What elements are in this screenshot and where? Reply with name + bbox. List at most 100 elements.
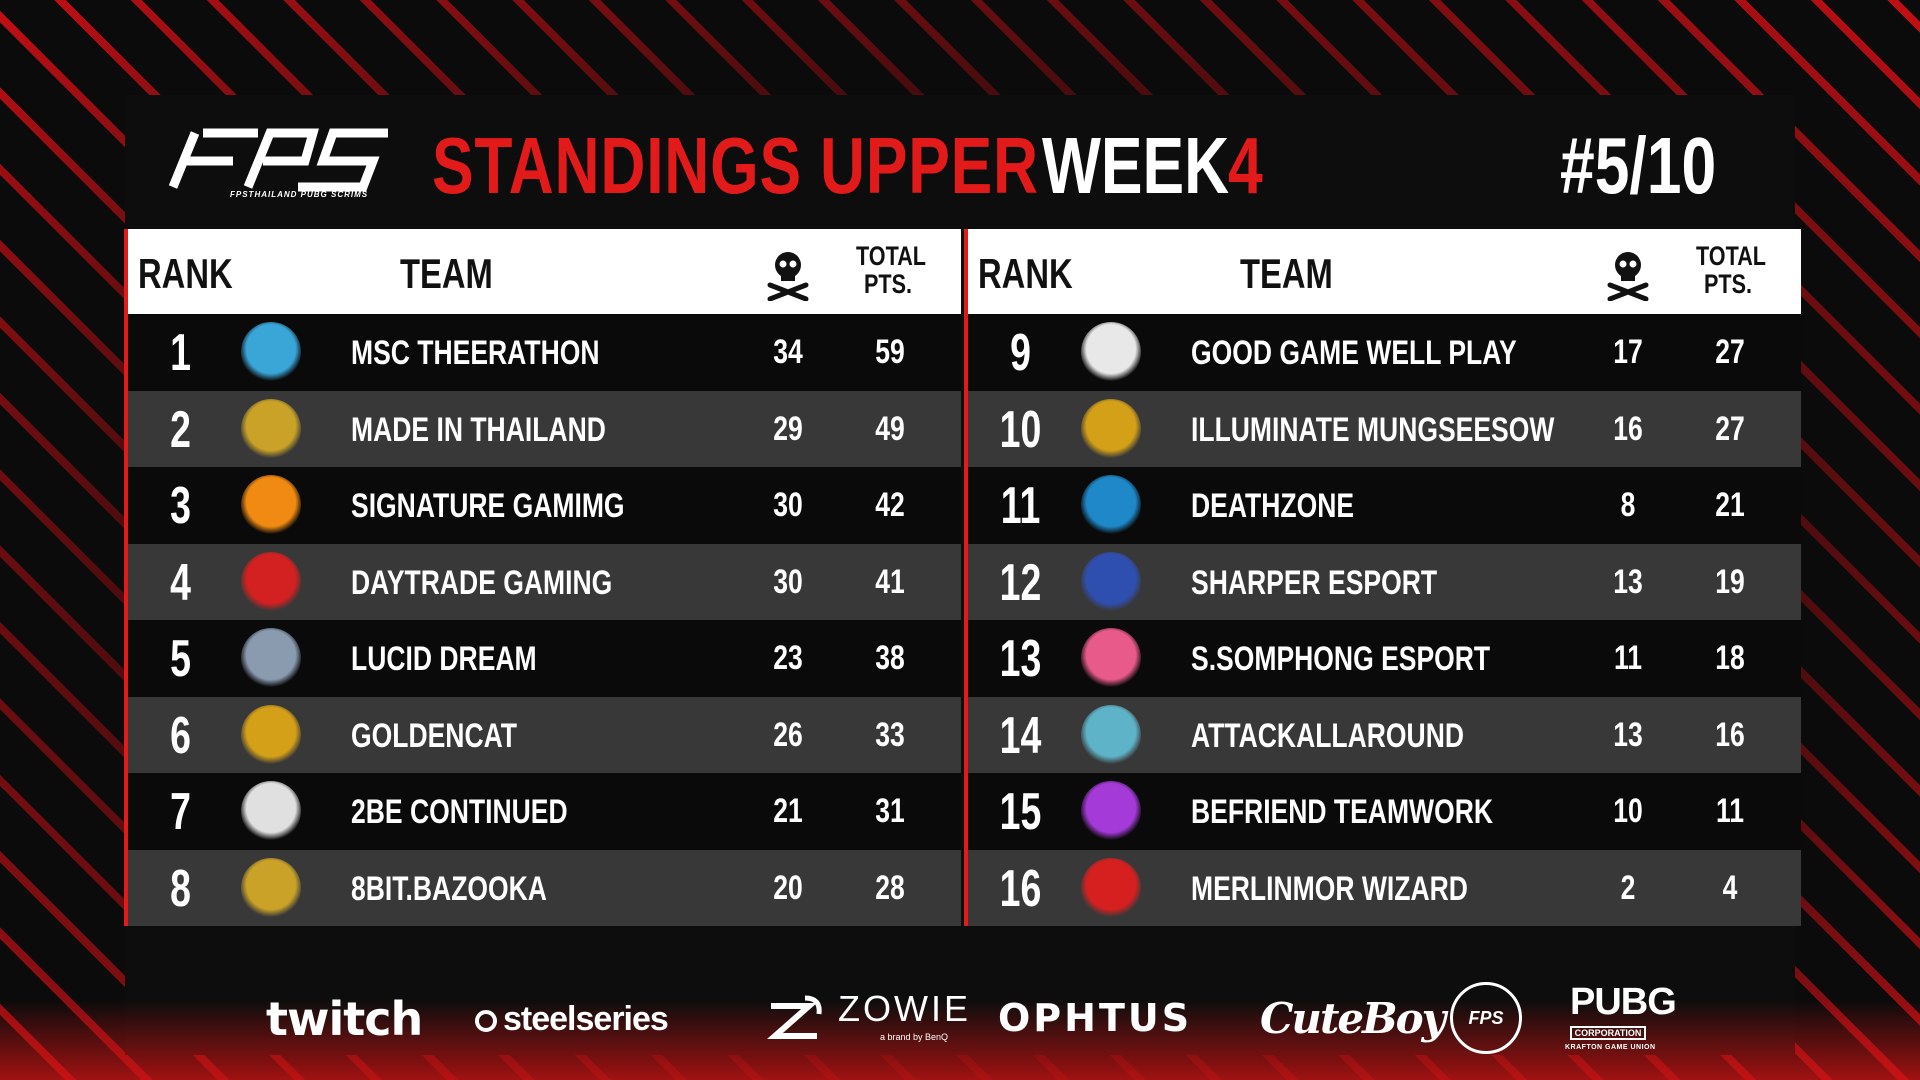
rank-value: 9 — [1010, 324, 1031, 382]
total-points-value: 49 — [875, 409, 905, 448]
kills-value: 30 — [773, 486, 803, 524]
total-points-value: 28 — [875, 868, 905, 907]
standings-row: 2 MADE IN THAILAND 29 49 — [128, 390, 961, 467]
team-logo-icon — [241, 398, 301, 459]
team-header: TEAM — [400, 250, 493, 297]
team-name: BEFRIEND TEAMWORK — [1191, 793, 1494, 831]
team-logo-icon — [241, 322, 301, 382]
team-name: 8BIT.BAZOOKA — [351, 869, 547, 908]
skull-crossbones-icon — [767, 252, 809, 301]
pubg-logo: PUBG — [1570, 981, 1677, 1023]
team-header: TEAM — [1240, 250, 1333, 297]
team-logo-icon — [241, 628, 301, 688]
rank-value: 14 — [999, 706, 1042, 765]
team-name: LUCID DREAM — [351, 640, 537, 678]
team-logo-icon — [241, 704, 301, 765]
kills-value: 11 — [1613, 639, 1643, 677]
standings-row: 4 DAYTRADE GAMING 30 41 — [128, 543, 961, 620]
rank-value: 4 — [170, 553, 191, 612]
total-points-header: TOTAL PTS. — [856, 242, 926, 299]
rank-value: 11 — [1000, 477, 1041, 535]
total-header-line1: TOTAL — [1696, 241, 1766, 271]
rank-value: 16 — [999, 859, 1042, 918]
standings-table-right: RANK TEAM TOTAL PTS. 9 GOOD GAME WELL PLA… — [964, 229, 1801, 926]
standings-row: 11 DEATHZONE 8 21 — [968, 467, 1801, 544]
table-header: RANK TEAM TOTAL PTS. — [968, 229, 1801, 314]
steelseries-logo: steelseries — [475, 1000, 669, 1039]
total-points-value: 33 — [875, 715, 905, 754]
rank-value: 8 — [170, 859, 191, 918]
rank-value: 12 — [999, 553, 1042, 612]
team-logo-icon — [1081, 475, 1141, 535]
team-logo-icon — [1081, 628, 1141, 688]
rank-value: 15 — [999, 783, 1042, 841]
rank-value: 6 — [170, 706, 191, 765]
team-name: MERLINMOR WIZARD — [1191, 869, 1468, 908]
team-logo-icon — [241, 551, 301, 612]
standings-row: 10 ILLUMINATE MUNGSEESOW 16 27 — [968, 390, 1801, 467]
rank-header: RANK — [138, 250, 233, 297]
standings-row: 8 8BIT.BAZOOKA 20 28 — [128, 849, 961, 926]
team-name: ATTACKALLAROUND — [1191, 716, 1465, 755]
kills-value: 34 — [773, 333, 803, 371]
kills-value: 8 — [1620, 486, 1636, 524]
team-name: MADE IN THAILAND — [351, 410, 606, 449]
pubg-corporation-label: CORPORATION — [1570, 1026, 1646, 1040]
kills-value: 13 — [1613, 715, 1643, 754]
standings-row: 1 MSC THEERATHON 34 59 — [128, 314, 961, 391]
team-name: S.SOMPHONG ESPORT — [1191, 640, 1491, 678]
kills-value: 10 — [1613, 792, 1643, 830]
kills-value: 16 — [1613, 409, 1643, 448]
fps-thailand-logo: FPS — [1450, 982, 1522, 1054]
team-logo-icon — [1081, 704, 1141, 765]
standings-row: 5 LUCID DREAM 23 38 — [128, 620, 961, 697]
rank-header: RANK — [978, 250, 1073, 297]
rank-value: 10 — [999, 400, 1042, 459]
page-title-standings: STANDINGS UPPER — [432, 121, 1039, 210]
total-points-value: 27 — [1715, 409, 1745, 448]
kills-value: 30 — [773, 562, 803, 601]
total-header-line2: PTS. — [863, 269, 912, 299]
team-name: SIGNATURE GAMIMG — [351, 487, 625, 525]
standings-row: 6 GOLDENCAT 26 33 — [128, 696, 961, 773]
page-title-week: WEEK — [1042, 121, 1230, 210]
table-header: RANK TEAM TOTAL PTS. — [128, 229, 961, 314]
team-name: DAYTRADE GAMING — [351, 563, 613, 602]
total-points-value: 19 — [1715, 562, 1745, 601]
team-name: SHARPER ESPORT — [1191, 563, 1438, 602]
steelseries-icon — [475, 1010, 497, 1032]
twitch-logo: twitch — [266, 992, 423, 1046]
kills-value: 2 — [1620, 868, 1636, 907]
logo-subtitle: FPSTHAILAND PUBG SCRIMS — [230, 190, 369, 199]
rank-value: 5 — [170, 630, 191, 688]
total-points-value: 41 — [875, 562, 905, 601]
standings-row: 3 SIGNATURE GAMIMG 30 42 — [128, 467, 961, 544]
standings-row: 9 GOOD GAME WELL PLAY 17 27 — [968, 314, 1801, 391]
team-logo-icon — [1081, 551, 1141, 612]
steelseries-label: steelseries — [503, 1000, 669, 1038]
sponsor-bar: twitch steelseries ZOWIE a brand by BenQ… — [260, 980, 1677, 1060]
total-points-value: 38 — [875, 639, 905, 677]
kills-value: 29 — [773, 409, 803, 448]
standings-row: 7 2BE CONTINUED 21 31 — [128, 773, 961, 850]
team-name: MSC THEERATHON — [351, 334, 600, 372]
standings-table-left: RANK TEAM TOTAL PTS. 1 MSC THEERATHON 34 59… — [124, 229, 961, 926]
standings-row: 15 BEFRIEND TEAMWORK 10 11 — [968, 773, 1801, 850]
kills-value: 21 — [773, 792, 803, 830]
total-points-value: 4 — [1722, 868, 1738, 907]
kills-value: 26 — [773, 715, 803, 754]
total-points-value: 16 — [1715, 715, 1745, 754]
team-name: GOLDENCAT — [351, 716, 517, 755]
rank-value: 13 — [999, 630, 1042, 688]
total-points-value: 42 — [875, 486, 905, 524]
team-logo-icon — [241, 475, 301, 535]
kills-value: 20 — [773, 868, 803, 907]
total-points-value: 59 — [875, 333, 905, 371]
rank-value: 1 — [170, 324, 191, 382]
standings-row: 16 MERLINMOR WIZARD 2 4 — [968, 849, 1801, 926]
team-logo-icon — [1081, 398, 1141, 459]
team-logo-icon — [241, 857, 301, 918]
total-points-value: 31 — [875, 792, 905, 830]
total-points-value: 18 — [1715, 639, 1745, 677]
pubg-krafton-label: KRAFTON GAME UNION — [1565, 1044, 1656, 1051]
